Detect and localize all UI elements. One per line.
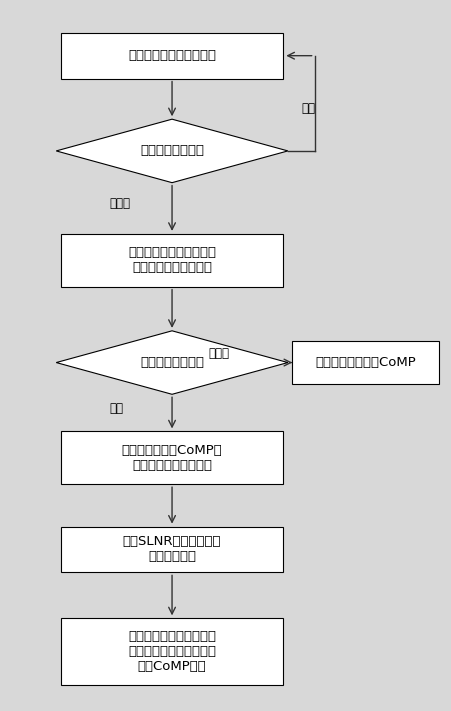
Text: 边缘用户将其信道状态信
息广播给多个相邻基站: 边缘用户将其信道状态信 息广播给多个相邻基站	[128, 246, 216, 274]
Text: 服务基站提供边缘用户的
信息数据，合作基站进行
下行CoMP传输: 服务基站提供边缘用户的 信息数据，合作基站进行 下行CoMP传输	[128, 630, 216, 673]
Polygon shape	[56, 331, 288, 395]
Text: 该相邻基站不参与CoMP: 该相邻基站不参与CoMP	[315, 356, 416, 369]
FancyBboxPatch shape	[61, 234, 283, 287]
Text: 通信质量是否满意: 通信质量是否满意	[140, 144, 204, 157]
FancyBboxPatch shape	[61, 527, 283, 572]
FancyBboxPatch shape	[61, 432, 283, 484]
Text: 合作: 合作	[110, 402, 124, 415]
Text: 不满意: 不满意	[110, 198, 131, 210]
Text: 该相邻基站参与CoMP，
并进行自适应功率分配: 该相邻基站参与CoMP， 并进行自适应功率分配	[122, 444, 222, 472]
Text: 满意: 满意	[301, 102, 315, 115]
Text: 基于SLNR最大化准则进
行预编码设计: 基于SLNR最大化准则进 行预编码设计	[123, 535, 221, 564]
Polygon shape	[56, 119, 288, 183]
Text: 相邻基站合作决策: 相邻基站合作决策	[140, 356, 204, 369]
FancyBboxPatch shape	[292, 341, 439, 384]
FancyBboxPatch shape	[61, 619, 283, 685]
FancyBboxPatch shape	[61, 33, 283, 79]
Text: 边缘用户与服务基站通信: 边缘用户与服务基站通信	[128, 49, 216, 62]
Text: 不合作: 不合作	[208, 347, 229, 360]
